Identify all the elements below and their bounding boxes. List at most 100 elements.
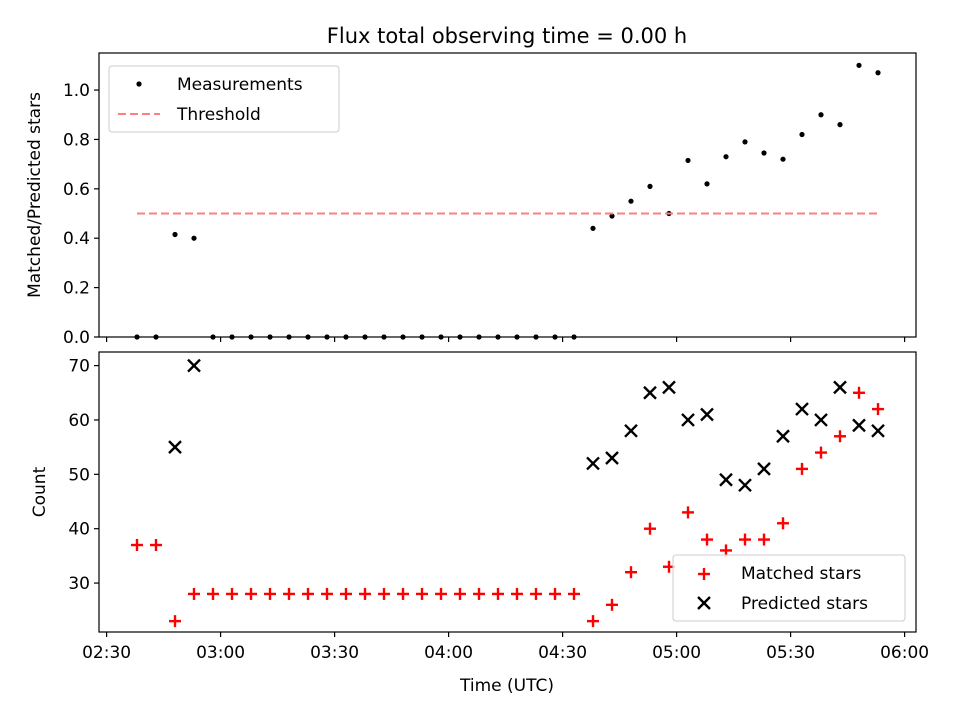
- predicted-stars-point: [776, 429, 790, 444]
- predicted-stars-point: [168, 440, 182, 454]
- x-tick-label: 05:30: [766, 643, 815, 663]
- x-tick-label: 04:30: [538, 643, 587, 663]
- predicted-stars-point: [795, 402, 809, 416]
- matched-stars-point: [758, 533, 770, 546]
- chart-title: Flux total observing time = 0.00 h: [327, 24, 687, 48]
- predicted-stars-point-d2: [795, 402, 809, 416]
- matched-stars-point: [644, 522, 656, 535]
- y-tick-label: 0.8: [63, 130, 90, 150]
- bottom-legend: Matched stars Predicted stars: [672, 554, 906, 622]
- measurements-point: [685, 157, 691, 164]
- matched-stars-point: [264, 587, 276, 600]
- matched-stars-point: [606, 598, 618, 611]
- matched-stars-point: [226, 587, 238, 600]
- x-axis-label: Time (UTC): [459, 676, 554, 696]
- y-tick-label: 40: [68, 520, 90, 540]
- predicted-stars-point-d2: [681, 413, 695, 427]
- predicted-stars-point-d2: [871, 423, 885, 438]
- predicted-stars-point: [624, 423, 638, 438]
- predicted-stars-point: [871, 423, 885, 438]
- predicted-stars-point-d2: [700, 407, 714, 422]
- measurements-point: [799, 131, 805, 138]
- matched-stars-point: [245, 587, 257, 600]
- bottom-x-ticks: 02:30 03:00 03:30 04:00 04:30 05:00 05:30 06:00: [82, 632, 929, 663]
- predicted-stars-point: [757, 462, 771, 476]
- predicted-stars-point-d2: [833, 380, 847, 395]
- measurements-point: [856, 62, 862, 68]
- predicted-stars-point-d2: [168, 440, 182, 454]
- bottom-plot-frame: [98, 351, 917, 633]
- top-y-ticks: 0.0 0.2 0.4 0.6 0.8 1.0: [63, 81, 99, 348]
- matched-stars-point: [568, 587, 580, 600]
- matched-stars-point: [207, 587, 219, 600]
- matched-stars-point: [720, 544, 732, 557]
- y-tick-label: 50: [68, 465, 90, 485]
- measurements-point: [723, 154, 729, 160]
- y-tick-label: 0.0: [63, 328, 90, 348]
- measurements-point: [875, 70, 881, 76]
- bottom-marks: [131, 358, 885, 628]
- matched-stars-point: [302, 587, 314, 600]
- matched-stars-point: [321, 587, 333, 600]
- predicted-stars-point: [833, 380, 847, 395]
- matched-stars-point: [853, 386, 865, 399]
- predicted-stars-point-d2: [643, 385, 657, 400]
- legend-measurements-label: Measurements: [177, 75, 303, 95]
- measurements-point: [742, 139, 748, 145]
- predicted-stars-point-d2: [624, 423, 638, 438]
- measurements-point: [780, 156, 786, 162]
- matched-stars-point: [340, 587, 352, 600]
- predicted-stars-point: [814, 413, 828, 427]
- measurements-point: [609, 213, 615, 219]
- measurements-point: [818, 112, 824, 118]
- legend-predicted-label: Predicted stars: [741, 594, 868, 614]
- predicted-stars-point: [643, 385, 657, 400]
- predicted-stars-point: [586, 456, 600, 471]
- matched-stars-point: [397, 587, 409, 600]
- matched-stars-point: [378, 587, 390, 600]
- measurements-point: [647, 183, 653, 189]
- matched-stars-point: [549, 587, 561, 600]
- y-tick-label: 60: [68, 411, 90, 431]
- matched-stars-point: [473, 587, 485, 600]
- top-plot-frame: [98, 52, 917, 338]
- matched-stars-point: [834, 430, 846, 443]
- predicted-stars-point: [662, 380, 676, 395]
- matched-stars-point: [492, 587, 504, 600]
- top-axes: 0.0 0.2 0.4 0.6 0.8 1.0 Matched/Predicted sta…: [25, 52, 917, 348]
- matched-stars-point: [682, 506, 694, 519]
- predicted-stars-point-d2: [776, 429, 790, 444]
- predicted-stars-point: [738, 478, 752, 493]
- matched-stars-point: [416, 587, 428, 600]
- measurements-point: [172, 231, 178, 238]
- predicted-stars-point-d2: [814, 413, 828, 427]
- top-legend-box: [108, 65, 340, 133]
- top-legend: Measurements Threshold: [108, 65, 340, 133]
- x-tick-label: 03:00: [196, 643, 245, 663]
- matched-stars-point: [815, 446, 827, 459]
- top-marks: [134, 62, 881, 340]
- matched-stars-point: [435, 587, 447, 600]
- legend-threshold-label: Threshold: [176, 105, 261, 125]
- measurements-point: [704, 181, 710, 187]
- matched-stars-point: [530, 587, 542, 600]
- matched-stars-point: [777, 517, 789, 530]
- predicted-stars-point-d2: [719, 472, 733, 487]
- matched-stars-point: [283, 587, 295, 600]
- predicted-stars-point-d2: [187, 358, 201, 373]
- predicted-stars-point-d2: [738, 478, 752, 493]
- measurements-point: [628, 198, 634, 204]
- x-tick-label: 06:00: [880, 643, 929, 663]
- predicted-stars-point: [681, 413, 695, 427]
- predicted-stars-point-d2: [852, 418, 866, 433]
- matched-stars-point: [701, 533, 713, 546]
- legend-measurements-dot: [136, 81, 142, 87]
- measurements-point: [837, 122, 843, 128]
- top-y-axis-label: Matched/Predicted stars: [25, 92, 45, 298]
- matched-stars-point: [739, 533, 751, 546]
- x-tick-label: 02:30: [82, 643, 131, 663]
- bottom-y-axis-label: Count: [30, 466, 50, 517]
- predicted-stars-point: [605, 451, 619, 465]
- matched-stars-point: [454, 587, 466, 600]
